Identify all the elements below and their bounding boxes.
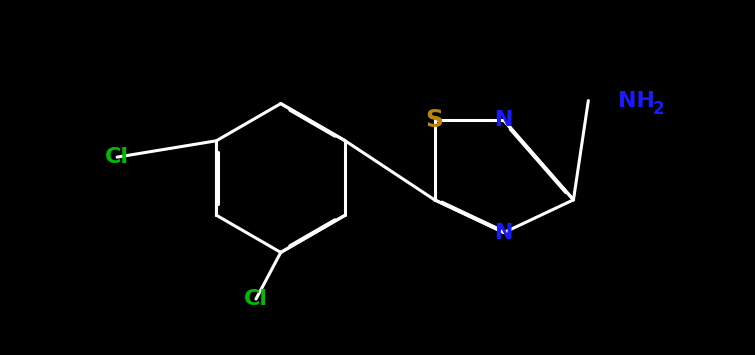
Text: N: N (495, 223, 513, 242)
Text: NH: NH (618, 91, 655, 111)
Text: N: N (495, 110, 513, 130)
Text: Cl: Cl (105, 147, 129, 167)
Text: 2: 2 (653, 99, 664, 118)
Text: S: S (426, 108, 443, 132)
Text: Cl: Cl (244, 289, 268, 309)
